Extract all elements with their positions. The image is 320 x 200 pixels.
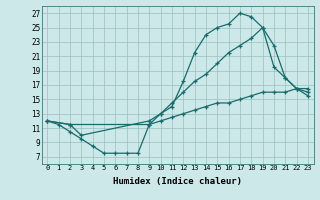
X-axis label: Humidex (Indice chaleur): Humidex (Indice chaleur) bbox=[113, 177, 242, 186]
